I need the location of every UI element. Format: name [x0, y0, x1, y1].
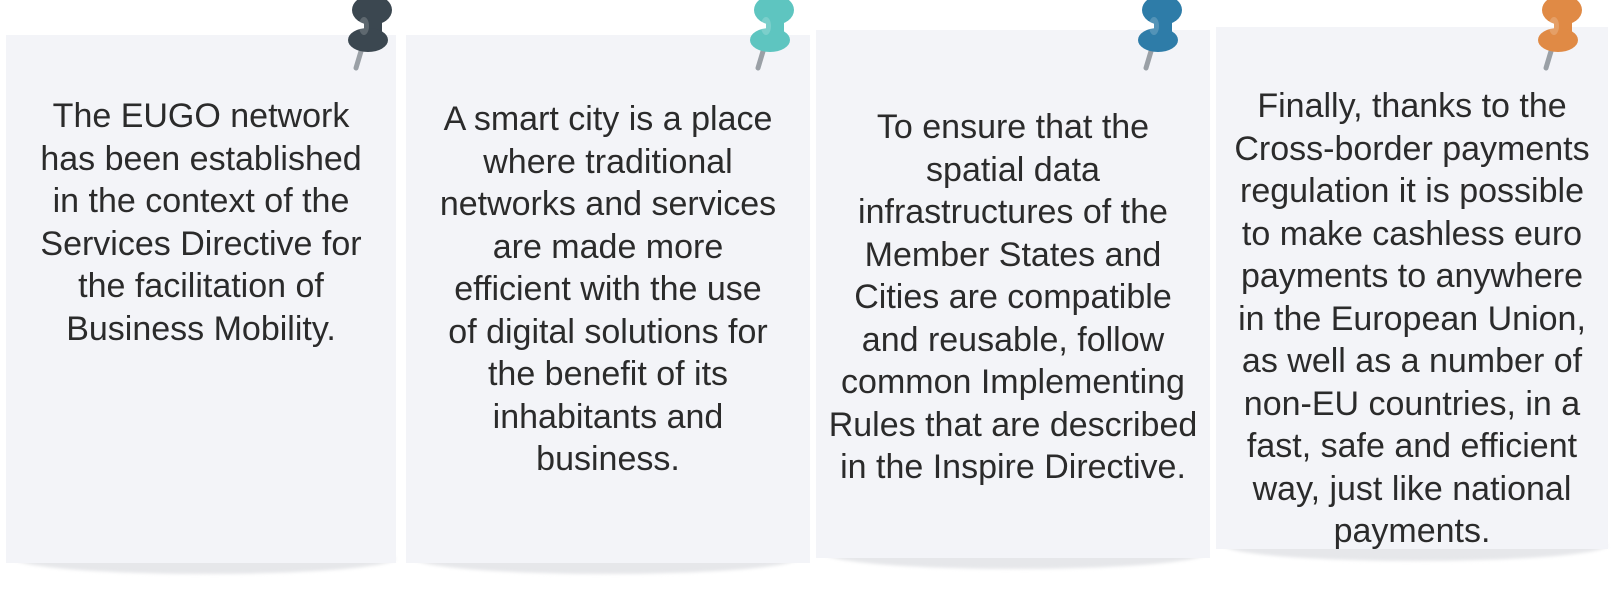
note-text: Finally, thanks to the Cross-border paym… [1234, 87, 1590, 550]
pushpin-icon [348, 0, 392, 71]
sticky-note-inspire: To ensure that the spatial data infrastr… [816, 30, 1210, 558]
sticky-note-payments: Finally, thanks to the Cross-border paym… [1216, 27, 1608, 550]
note-text: To ensure that the spatial data infrastr… [828, 108, 1198, 486]
pushpin-icon [1138, 0, 1182, 71]
pushpin-icon [750, 0, 794, 71]
pushpin-icon [1538, 0, 1582, 71]
note-shadow [1224, 545, 1608, 561]
note-text: The EUGO network has been established in… [40, 97, 362, 348]
sticky-note-smart-city: A smart city is a place where traditiona… [406, 35, 810, 563]
sticky-note-eugo: The EUGO network has been established in… [6, 35, 396, 563]
note-text: A smart city is a place where traditiona… [439, 100, 777, 478]
